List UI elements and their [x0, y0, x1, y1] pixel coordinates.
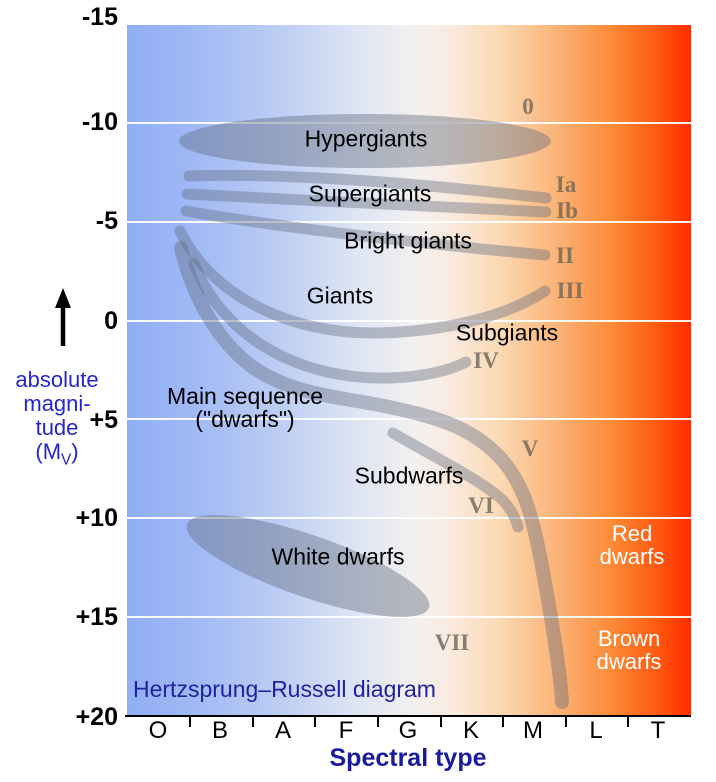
- white-dwarfs-ellipse: [186, 515, 430, 617]
- x-axis-tick: [377, 716, 379, 727]
- red-dwarfs-label-line2: dwarfs: [599, 544, 665, 569]
- brightness-up-arrow-icon: [55, 288, 71, 346]
- lum-class-v-label: V: [521, 436, 539, 461]
- x-type-A: A: [274, 717, 292, 744]
- giants-label: Giants: [306, 282, 374, 309]
- x-type-L: L: [589, 717, 603, 744]
- y-tick-minus15: -15: [81, 3, 118, 31]
- x-type-O: O: [148, 717, 168, 744]
- x-axis-line: [125, 715, 691, 717]
- red-dwarfs-label-line1: Red: [611, 521, 653, 546]
- subgiants-band: [188, 258, 472, 384]
- y-tick-plus15: +15: [75, 603, 118, 631]
- x-axis-tick: [502, 716, 504, 727]
- y-tick-minus10: -10: [81, 108, 118, 136]
- brown-dwarfs-label-line2: dwarfs: [596, 649, 662, 674]
- y-tick-minus5: -5: [95, 207, 118, 235]
- supergiants-label: Supergiants: [308, 180, 432, 207]
- y-tick-plus5: +5: [89, 406, 118, 434]
- x-axis-tick: [189, 716, 191, 727]
- subgiants-label: Subgiants: [455, 319, 559, 346]
- x-type-G: G: [398, 717, 418, 744]
- mv-subscript: V: [61, 451, 72, 469]
- plot-area: [127, 25, 691, 716]
- brown-dwarfs-label-line1: Brown: [597, 626, 661, 651]
- diagram-title: Hertzsprung–Russell diagram: [133, 676, 436, 702]
- white-dwarfs-label: White dwarfs: [271, 543, 405, 570]
- main-sequence-label-line1: Main sequence: [167, 383, 323, 409]
- hypergiants-label: Hypergiants: [304, 125, 428, 152]
- luminosity-region-shapes: [174, 114, 569, 709]
- supergiant-ib-band: [181, 188, 552, 218]
- gridline-mag-+10: [127, 517, 691, 519]
- brown-dwarfs-label: Brown dwarfs: [597, 627, 662, 673]
- lum-class-ib-label: Ib: [556, 198, 578, 223]
- lum-class-iii-label: III: [556, 278, 584, 303]
- main-sequence-label-line2: ("dwarfs"): [195, 406, 295, 432]
- mv-paren-open: (M: [35, 439, 62, 464]
- red-dwarfs-label: Red dwarfs: [600, 522, 665, 568]
- lum-class-iv-label: IV: [473, 348, 499, 373]
- subdwarfs-curve: [387, 427, 524, 533]
- lum-class-0-label: 0: [522, 94, 534, 119]
- bright-giants-band: [180, 205, 551, 261]
- y-axis-title-line3: tude: [35, 415, 79, 440]
- subdwarfs-label: Subdwarfs: [354, 462, 464, 489]
- lum-class-vii-label: VII: [434, 630, 470, 655]
- x-axis-tick: [440, 716, 442, 727]
- x-type-T: T: [650, 717, 666, 744]
- bright-giants-label: Bright giants: [344, 227, 472, 254]
- x-type-F: F: [338, 717, 354, 744]
- y-axis-title-line2: magni-: [23, 391, 91, 416]
- y-axis-title: absolute magni- tude (MV): [2, 368, 112, 472]
- main-sequence-curve: [174, 241, 569, 709]
- x-type-M: M: [523, 717, 543, 744]
- y-axis-title-line1: absolute: [15, 367, 99, 392]
- supergiant-ia-band: [183, 169, 552, 204]
- gridline-mag-+5: [127, 418, 691, 420]
- gridline-mag-+15: [127, 616, 691, 618]
- x-type-B: B: [211, 717, 229, 744]
- y-tick-0: 0: [104, 307, 118, 335]
- x-axis-tick: [252, 716, 254, 727]
- hypergiants-ellipse: [179, 114, 551, 168]
- y-axis-title-line4: (MV): [2, 440, 112, 472]
- lum-class-ii-label: II: [556, 243, 574, 268]
- mv-paren-close: ): [71, 439, 79, 464]
- main-sequence-label: Main sequence ("dwarfs"): [167, 385, 323, 431]
- x-type-K: K: [462, 717, 480, 744]
- x-axis-title: Spectral type: [329, 744, 487, 772]
- x-axis-tick: [565, 716, 567, 727]
- lum-class-ia-label: Ia: [555, 172, 577, 197]
- x-axis-tick: [314, 716, 316, 727]
- gridline-mag--5: [127, 221, 691, 223]
- y-tick-plus10: +10: [75, 504, 118, 532]
- gridline-mag-0: [127, 320, 691, 322]
- gridline-mag--10: [127, 122, 691, 124]
- y-tick-plus20: +20: [75, 703, 118, 731]
- x-axis-tick: [627, 716, 629, 727]
- giants-band: [174, 225, 551, 339]
- lum-class-vi-label: VI: [468, 493, 494, 518]
